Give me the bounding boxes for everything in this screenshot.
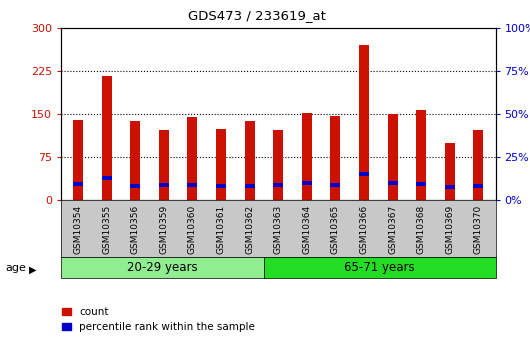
Bar: [216, 129, 226, 200]
Bar: [302, 113, 312, 200]
Bar: [330, 183, 340, 187]
Bar: [473, 130, 483, 200]
Text: GSM10367: GSM10367: [388, 205, 397, 254]
Bar: [245, 184, 254, 188]
Text: GSM10370: GSM10370: [474, 205, 483, 254]
Bar: [130, 121, 140, 200]
Text: GSM10364: GSM10364: [302, 205, 311, 254]
Bar: [130, 184, 140, 188]
Text: GSM10355: GSM10355: [102, 205, 111, 254]
Bar: [159, 183, 169, 187]
Bar: [387, 181, 398, 186]
Text: GSM10368: GSM10368: [417, 205, 426, 254]
Text: GSM10366: GSM10366: [359, 205, 368, 254]
Text: GDS473 / 233619_at: GDS473 / 233619_at: [188, 9, 326, 22]
Bar: [445, 186, 455, 189]
Text: GSM10354: GSM10354: [74, 205, 83, 254]
Bar: [359, 45, 369, 200]
Text: 65-71 years: 65-71 years: [344, 261, 415, 274]
Bar: [302, 181, 312, 185]
Legend: count, percentile rank within the sample: count, percentile rank within the sample: [58, 303, 259, 336]
Text: GSM10359: GSM10359: [160, 205, 169, 254]
Bar: [330, 116, 340, 200]
Text: GSM10363: GSM10363: [274, 205, 282, 254]
Bar: [264, 257, 496, 278]
Bar: [61, 257, 264, 278]
Bar: [416, 182, 426, 186]
Bar: [273, 183, 283, 187]
Text: GSM10369: GSM10369: [445, 205, 454, 254]
Bar: [445, 142, 455, 200]
Text: GSM10356: GSM10356: [131, 205, 140, 254]
Bar: [188, 117, 198, 200]
Bar: [416, 110, 426, 200]
Text: GSM10362: GSM10362: [245, 205, 254, 254]
Bar: [188, 183, 198, 187]
Bar: [473, 184, 483, 188]
Bar: [102, 77, 112, 200]
Bar: [73, 120, 83, 200]
Text: 20-29 years: 20-29 years: [127, 261, 198, 274]
Text: ▶: ▶: [29, 265, 37, 275]
Bar: [159, 130, 169, 200]
Bar: [245, 121, 254, 200]
Bar: [273, 130, 283, 200]
Bar: [73, 182, 83, 186]
Bar: [359, 171, 369, 176]
Text: GSM10365: GSM10365: [331, 205, 340, 254]
Bar: [216, 184, 226, 188]
Bar: [387, 114, 398, 200]
Text: age: age: [5, 264, 26, 273]
Text: GSM10361: GSM10361: [217, 205, 226, 254]
Bar: [102, 176, 112, 180]
Text: GSM10360: GSM10360: [188, 205, 197, 254]
